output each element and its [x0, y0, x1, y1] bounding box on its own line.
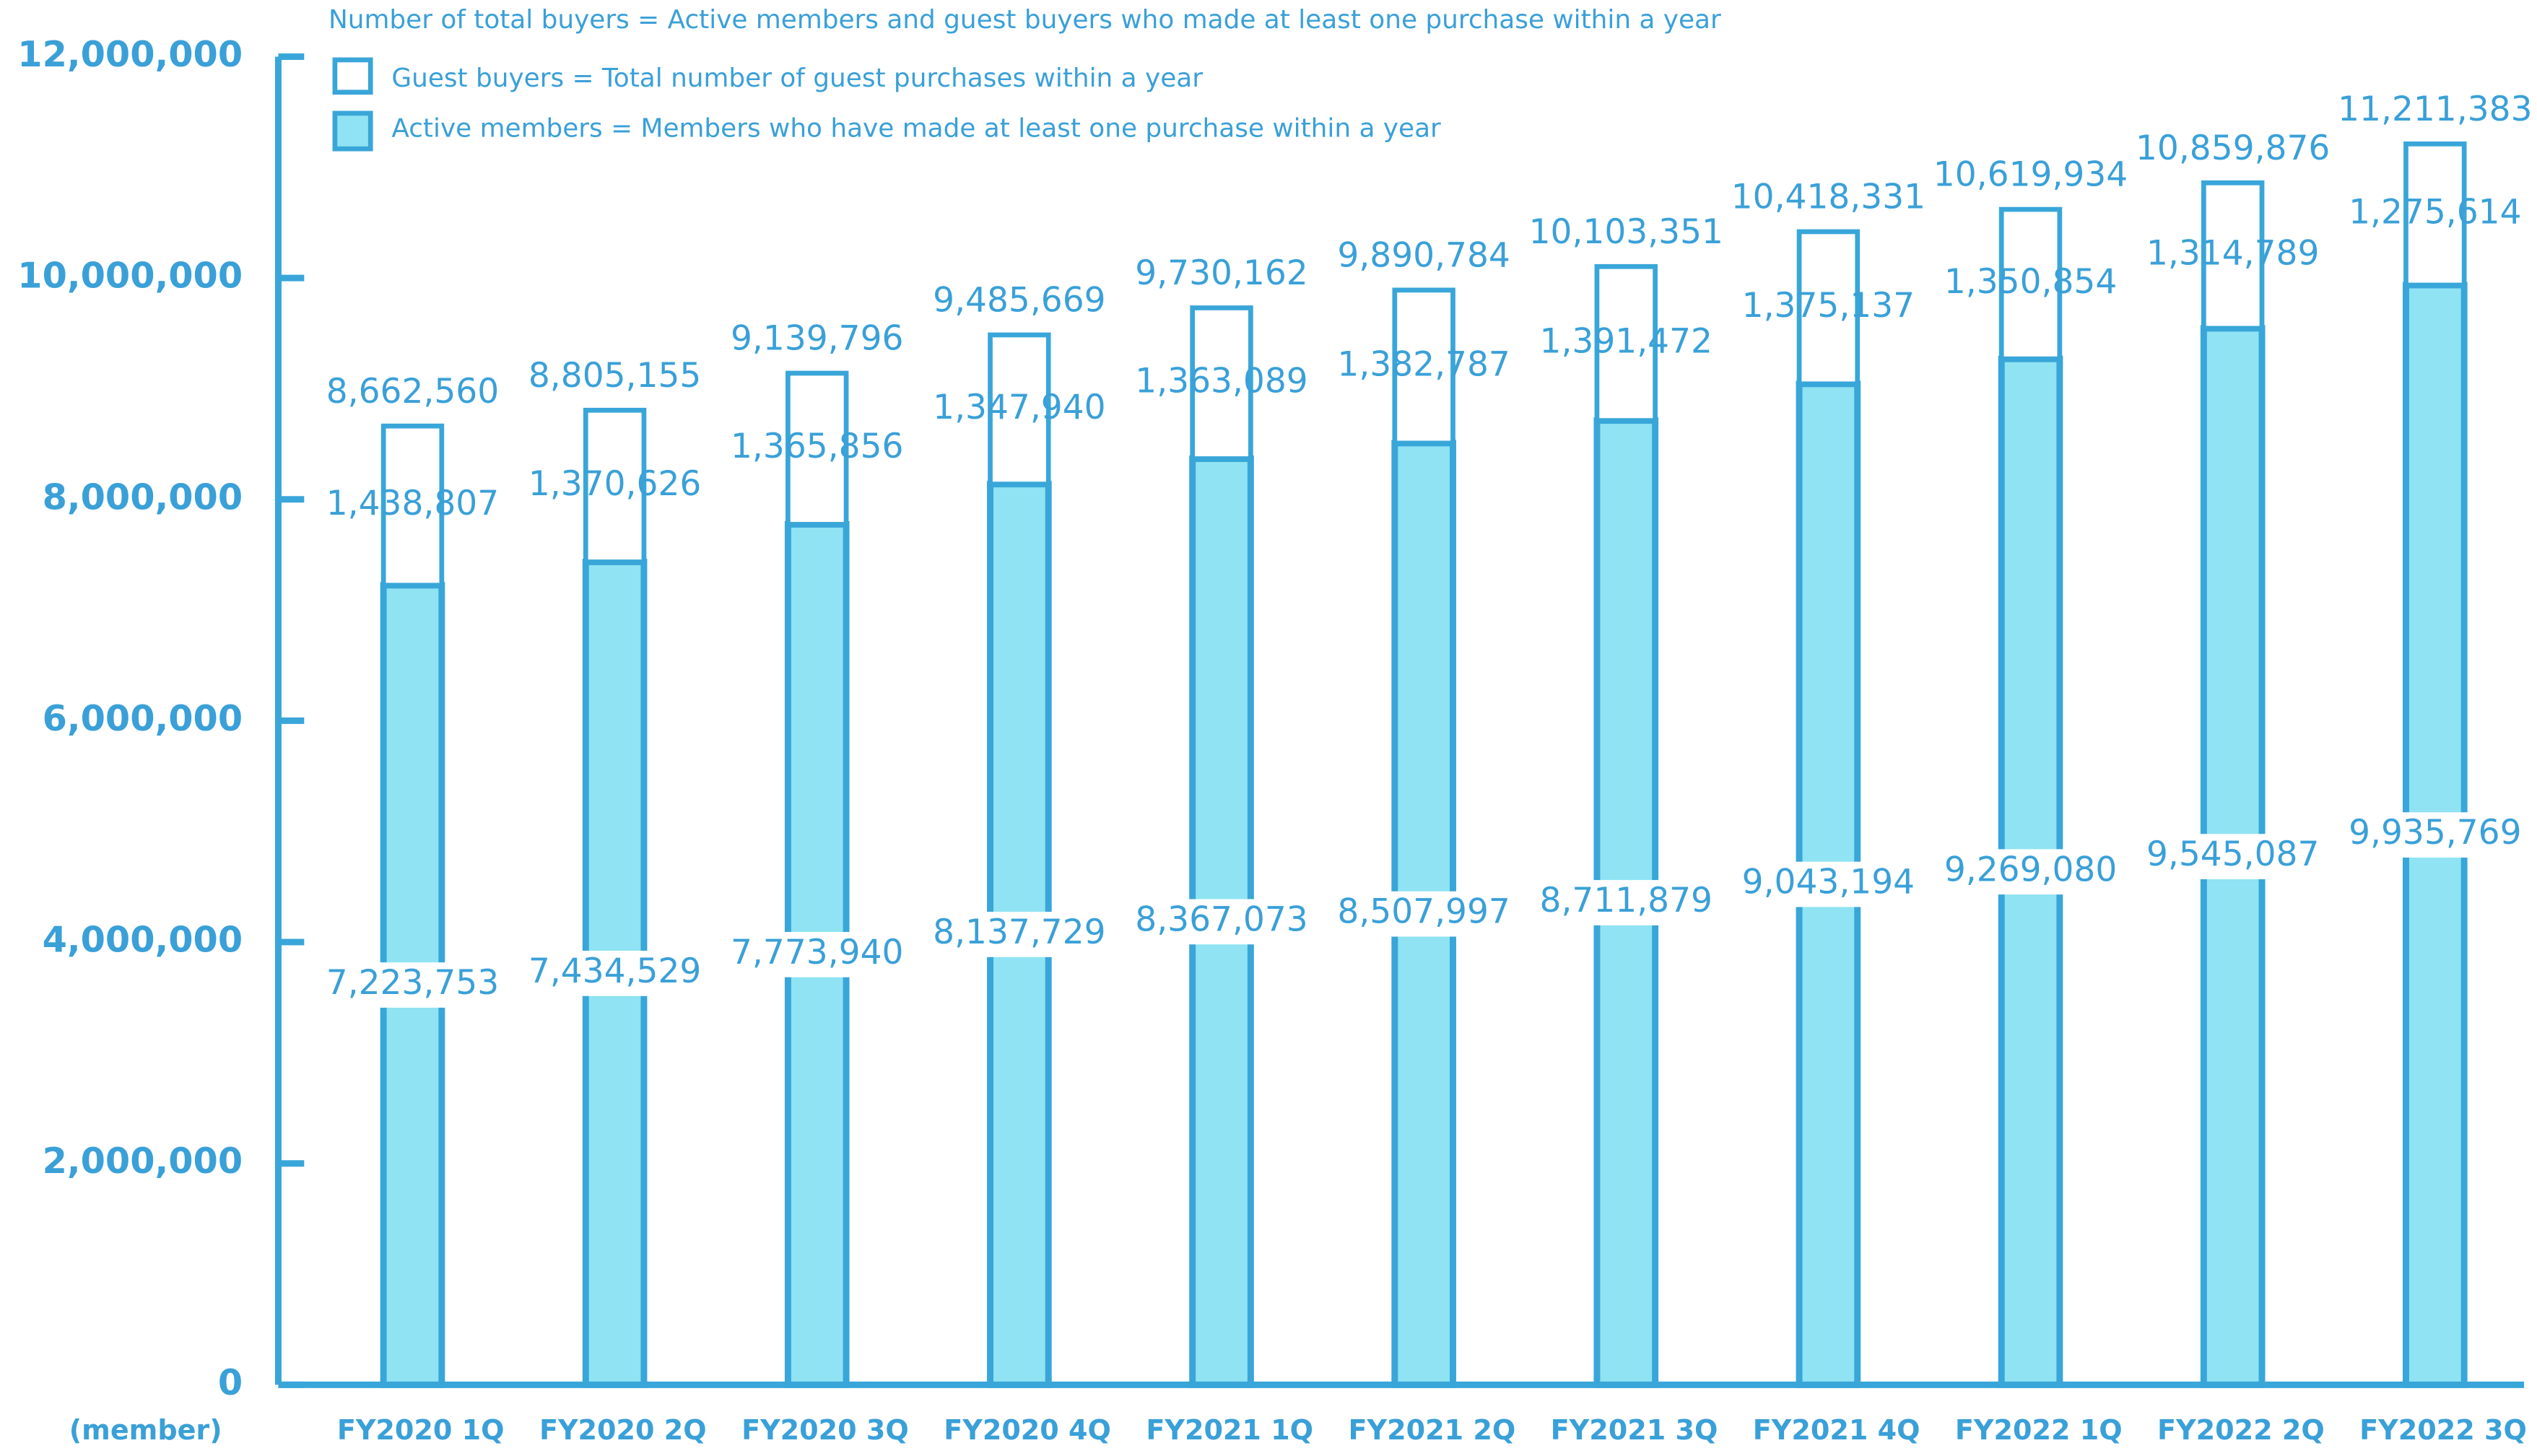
total-label: 9,139,796: [731, 319, 903, 359]
label-bg: [316, 962, 510, 1008]
x-tick-label: FY2021 3Q: [1551, 1414, 1718, 1446]
label-bg: [518, 951, 713, 996]
x-tick-label: FY2022 3Q: [2359, 1414, 2527, 1446]
x-tick-label: FY2021 4Q: [1753, 1414, 1920, 1446]
total-label: 9,485,669: [933, 281, 1105, 321]
label-bg: [1933, 849, 2128, 895]
value-label: 7,223,753: [326, 963, 499, 1003]
value-label: 7,434,529: [528, 951, 701, 991]
x-tick-label: FY2020 4Q: [944, 1414, 1111, 1446]
x-tick-label: FY2020 1Q: [337, 1414, 505, 1446]
label-bg: [1124, 899, 1319, 945]
value-label: 9,269,080: [1944, 850, 2117, 889]
bar-guest: [2201, 180, 2265, 331]
value-label: 7,773,940: [731, 933, 903, 972]
x-tick-label: FY2021 1Q: [1146, 1414, 1313, 1446]
value-label: 8,137,729: [933, 912, 1105, 952]
total-label: 9,890,784: [1337, 236, 1510, 276]
value-label: 1,370,626: [528, 464, 701, 504]
legend-swatch: [332, 57, 373, 95]
x-tick-label: FY2022 2Q: [2157, 1414, 2325, 1446]
value-label: 1,375,137: [1742, 286, 1915, 326]
label-bg: [922, 912, 1117, 957]
value-label: 1,347,940: [933, 388, 1105, 427]
value-label: 1,382,787: [1337, 344, 1510, 384]
bar-guest: [2403, 141, 2467, 288]
x-tick-label: FY2020 2Q: [539, 1414, 707, 1446]
total-label: 10,103,351: [1529, 212, 1723, 252]
label-bg: [2136, 834, 2331, 879]
y-tick-label: 6,000,000: [43, 697, 243, 739]
bar-guest: [1190, 305, 1253, 461]
y-tick-label: 0: [218, 1361, 243, 1403]
total-label: 8,662,560: [326, 372, 499, 411]
label-bg: [2338, 812, 2533, 858]
total-label: 11,211,383: [2338, 90, 2532, 129]
y-tick-label: 8,000,000: [43, 476, 243, 518]
value-label: 8,711,879: [1540, 881, 1713, 920]
value-label: 1,275,614: [2349, 193, 2521, 232]
bar-guest: [1796, 229, 1861, 387]
total-label: 10,859,876: [2136, 128, 2330, 168]
value-label: 1,365,856: [731, 427, 903, 466]
value-label: 1,438,807: [326, 484, 499, 523]
bar-guest: [1594, 263, 1658, 423]
value-label: 8,507,997: [1337, 892, 1510, 932]
total-label: 8,805,155: [528, 356, 701, 396]
note: Number of total buyers = Active members …: [328, 5, 1721, 35]
x-tick-label: FY2020 3Q: [741, 1414, 909, 1446]
value-label: 1,314,789: [2146, 234, 2319, 274]
legend-label: Active members = Members who have made a…: [391, 113, 1441, 143]
x-tick-label: FY2021 2Q: [1349, 1414, 1516, 1446]
value-label: 1,391,472: [1540, 321, 1713, 361]
total-label: 9,730,162: [1135, 253, 1307, 293]
y-tick-label: 10,000,000: [17, 255, 243, 297]
total-label: 10,418,331: [1731, 178, 1925, 217]
y-tick-label: 2,000,000: [43, 1140, 243, 1182]
value-label: 1,350,854: [1944, 262, 2117, 302]
value-label: 9,545,087: [2146, 834, 2319, 874]
bar-guest: [1392, 287, 1455, 446]
label-bg: [1326, 891, 1521, 937]
value-label: 9,935,769: [2349, 813, 2521, 853]
label-bg: [720, 932, 915, 977]
total-label: 10,619,934: [1933, 155, 2128, 195]
label-bg: [1731, 861, 1925, 907]
legend-swatch: [332, 110, 373, 152]
bar-guest: [786, 370, 849, 527]
bar-guest: [1998, 206, 2063, 362]
value-label: 9,043,194: [1742, 863, 1915, 902]
value-label: 8,367,073: [1135, 899, 1307, 939]
label-bg: [1528, 880, 1723, 925]
y-unit: (member): [69, 1414, 222, 1446]
bar-guest: [988, 332, 1051, 487]
y-tick-label: 12,000,000: [17, 33, 243, 75]
y-tick-label: 4,000,000: [43, 919, 243, 961]
legend-label: Guest buyers = Total number of guest pur…: [391, 64, 1203, 93]
x-tick-label: FY2022 1Q: [1955, 1414, 2123, 1446]
bar-guest: [380, 423, 445, 588]
value-label: 1,363,089: [1135, 361, 1307, 401]
bar-guest: [583, 407, 647, 564]
